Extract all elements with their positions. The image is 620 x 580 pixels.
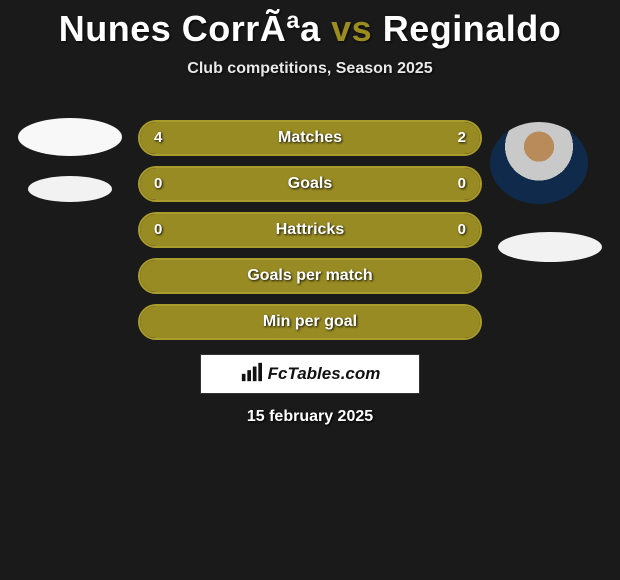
stats-container: Matches42Goals00Hattricks00Goals per mat… — [138, 120, 482, 350]
stat-row: Matches4 2 — [138, 120, 482, 156]
chart-bars-icon — [240, 361, 262, 388]
generated-date: 15 february 2025 — [0, 408, 620, 426]
title-vs: vs — [331, 8, 372, 49]
title-player2: Reginaldo — [383, 8, 562, 49]
comparison-card: Nunes CorrÃªa vs Reginaldo Club competit… — [0, 0, 620, 580]
player1-shadow — [28, 176, 112, 202]
stat-label: Min per goal — [140, 306, 480, 338]
title-player1: Nunes CorrÃªa — [59, 8, 321, 49]
stat-value-left: 0 — [154, 214, 162, 246]
stat-value-left: 4 — [154, 122, 162, 154]
stat-value-left: 0 — [154, 168, 162, 200]
stat-row: Goals0 0 — [138, 166, 482, 202]
subtitle: Club competitions, Season 2025 — [0, 60, 620, 78]
player1-avatar — [18, 118, 122, 156]
branding-text: FcTables.com — [268, 364, 381, 384]
stat-value-right: 2 — [458, 122, 466, 154]
branding-badge: FcTables.com — [200, 354, 420, 394]
player2-avatar — [490, 122, 588, 204]
page-title: Nunes CorrÃªa vs Reginaldo — [0, 0, 620, 50]
stat-label: Goals — [140, 168, 480, 200]
stat-row: Goals per match — [138, 258, 482, 294]
stat-value-right: 0 — [458, 168, 466, 200]
stat-row: Min per goal — [138, 304, 482, 340]
stat-label: Hattricks — [140, 214, 480, 246]
stat-label: Matches — [140, 122, 480, 154]
player2-shadow — [498, 232, 602, 262]
stat-row: Hattricks0 0 — [138, 212, 482, 248]
stat-value-right: 0 — [458, 214, 466, 246]
stat-label: Goals per match — [140, 260, 480, 292]
